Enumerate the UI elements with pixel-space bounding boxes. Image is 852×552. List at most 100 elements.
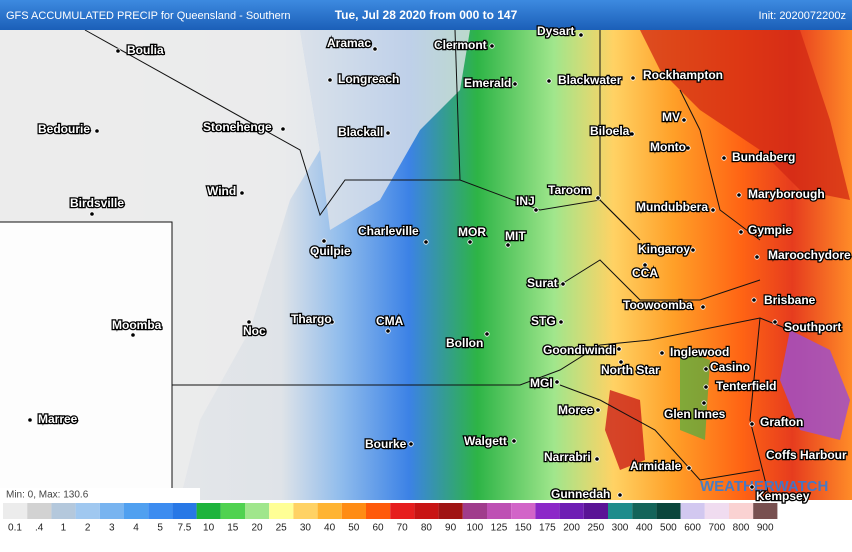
stats: Min: 0, Max: 130.6 [6, 490, 89, 501]
legend-label: 400 [636, 523, 653, 534]
dry-area [300, 30, 470, 230]
legend-swatch [196, 503, 221, 519]
towns: Boulia Aramac Clermont Dysart Longreach Black… [27, 23, 852, 504]
town-dot [749, 484, 755, 490]
town-dot [321, 238, 327, 244]
town-dot [772, 319, 778, 325]
town-dot [246, 319, 252, 325]
heavy-area [640, 30, 850, 200]
header-period: Tue, Jul 28 2020 from 000 to 147 [335, 8, 518, 22]
town-label: Inglewood [670, 345, 729, 359]
town-label: Longreach [338, 72, 399, 86]
town-label: Birdsville [70, 196, 124, 210]
town-label: Maryborough [748, 187, 825, 201]
town-label: Tenterfield [716, 379, 776, 393]
town-label: Walgett [464, 434, 507, 448]
town-dot [484, 331, 490, 337]
town-dot [700, 304, 706, 310]
town-dot [594, 456, 600, 462]
legend-swatch [559, 503, 584, 519]
outside-region [0, 222, 172, 500]
town-dot [685, 145, 691, 151]
town-label: Gympie [748, 223, 792, 237]
town-dot [554, 379, 560, 385]
town-dot [754, 254, 760, 260]
town-dot [659, 350, 665, 356]
town-label: Dysart [537, 24, 574, 38]
legend-swatch [172, 503, 197, 519]
legend-label: 4 [133, 523, 139, 534]
legend-label: 700 [708, 523, 725, 534]
legend-swatch [462, 503, 487, 519]
town-dot [749, 421, 755, 427]
town-label: Biloela [590, 124, 630, 138]
town-dot [372, 46, 378, 52]
town-dot [27, 417, 33, 423]
legend-label: 1 [61, 523, 67, 534]
town-label: INJ [516, 194, 535, 208]
town-label: STG [531, 314, 556, 328]
legend-label: 3 [109, 523, 115, 534]
town-label: Quilpie [310, 244, 351, 258]
legend-swatch [535, 503, 560, 519]
legend-swatch [99, 503, 124, 519]
town-label: Boulia [127, 43, 164, 57]
town-dot [558, 319, 564, 325]
town-dot [630, 75, 636, 81]
legend-label: 5 [157, 523, 163, 534]
legend-swatch [148, 503, 173, 519]
town-label: Wind [207, 184, 236, 198]
legend-label: 90 [445, 523, 457, 534]
town-label: Maroochydore [768, 248, 851, 262]
legend-swatch [704, 503, 729, 519]
town-dot [239, 190, 245, 196]
town-dot [560, 281, 566, 287]
town-label: Grafton [760, 415, 803, 429]
legend-label: 80 [421, 523, 433, 534]
legend-label: 7.5 [177, 523, 191, 534]
town-label: Southport [784, 320, 841, 334]
town-dot [767, 452, 773, 458]
town-dot [578, 32, 584, 38]
town-label: Aramac [327, 36, 371, 50]
town-label: Charleville [358, 224, 419, 238]
town-dot [616, 346, 622, 352]
town-label: Goondiwindi [543, 343, 616, 357]
town-label: MOR [458, 225, 486, 239]
town-label: Casino [710, 360, 750, 374]
borders [0, 29, 791, 501]
legend: 0.1 .4 1 2 3 4 5 7.5 10 15 20 25 30 40 50 60 70 80 90 100 12… [3, 503, 778, 534]
legend-label: 100 [466, 523, 483, 534]
town-dot [408, 441, 414, 447]
legend-swatch [27, 503, 52, 519]
town-label: Bedourie [38, 122, 90, 136]
town-dot [130, 332, 136, 338]
town-dot [329, 319, 335, 325]
town-dot [546, 78, 552, 84]
legend-label: 800 [733, 523, 750, 534]
legend-label: 250 [587, 523, 604, 534]
town-label: MIT [505, 229, 526, 243]
town-dot [710, 207, 716, 213]
header-title: GFS ACCUMULATED PRECIP for Queensland - … [6, 10, 290, 22]
town-dot [721, 155, 727, 161]
town-dot [617, 492, 623, 498]
town-dot [595, 407, 601, 413]
town-dot [511, 438, 517, 444]
legend-swatch [245, 503, 270, 519]
town-dot [736, 192, 742, 198]
legend-label: .4 [35, 523, 44, 534]
legend-swatch [341, 503, 366, 519]
legend-swatch [487, 503, 512, 519]
town-label: Moree [558, 403, 594, 417]
town-label: Armidale [630, 459, 682, 473]
legend-swatch [51, 503, 76, 519]
town-dot [89, 211, 95, 217]
town-label: MV [662, 110, 680, 124]
legend-label: 40 [324, 523, 336, 534]
town-dot [703, 384, 709, 390]
town-dot [423, 239, 429, 245]
legend-label: 30 [300, 523, 312, 534]
town-label: MGI [530, 376, 553, 390]
legend-label: 70 [397, 523, 409, 534]
